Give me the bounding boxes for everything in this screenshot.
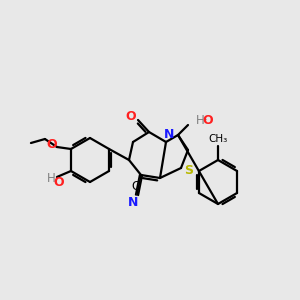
Text: S: S <box>184 164 194 176</box>
Text: N: N <box>128 196 138 209</box>
Text: C: C <box>131 181 139 194</box>
Text: ·: · <box>204 116 206 125</box>
Text: H: H <box>46 172 55 185</box>
Text: O: O <box>46 137 57 151</box>
Text: H: H <box>196 115 204 128</box>
Text: O: O <box>126 110 136 122</box>
Text: N: N <box>164 128 174 142</box>
Text: O: O <box>54 176 64 190</box>
Text: CH₃: CH₃ <box>208 134 228 144</box>
Text: O: O <box>203 115 213 128</box>
